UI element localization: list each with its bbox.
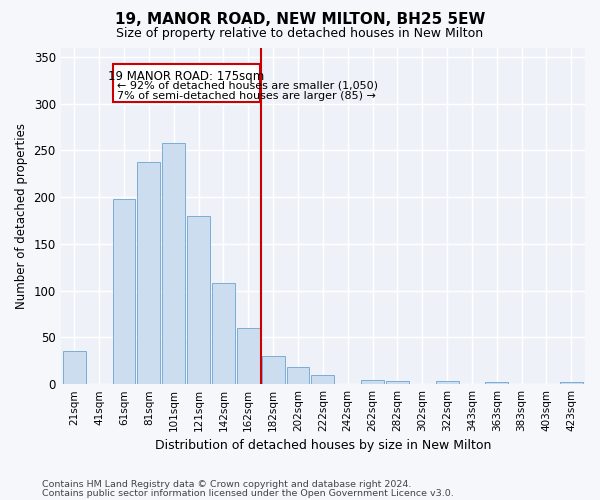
Text: Contains public sector information licensed under the Open Government Licence v3: Contains public sector information licen… — [42, 489, 454, 498]
Bar — [137, 162, 160, 384]
Bar — [63, 352, 86, 384]
Bar — [436, 382, 458, 384]
Bar — [212, 283, 235, 384]
Bar — [386, 382, 409, 384]
Text: 7% of semi-detached houses are larger (85) →: 7% of semi-detached houses are larger (8… — [116, 92, 376, 102]
Text: Contains HM Land Registry data © Crown copyright and database right 2024.: Contains HM Land Registry data © Crown c… — [42, 480, 412, 489]
Text: ← 92% of detached houses are smaller (1,050): ← 92% of detached houses are smaller (1,… — [116, 80, 377, 90]
Bar — [163, 143, 185, 384]
Bar — [262, 356, 284, 384]
Bar — [287, 368, 310, 384]
Bar — [113, 199, 136, 384]
Text: 19 MANOR ROAD: 175sqm: 19 MANOR ROAD: 175sqm — [109, 70, 265, 83]
Text: Size of property relative to detached houses in New Milton: Size of property relative to detached ho… — [116, 28, 484, 40]
Bar — [237, 328, 260, 384]
Bar — [361, 380, 384, 384]
Text: 19, MANOR ROAD, NEW MILTON, BH25 5EW: 19, MANOR ROAD, NEW MILTON, BH25 5EW — [115, 12, 485, 28]
Bar — [485, 382, 508, 384]
FancyBboxPatch shape — [113, 64, 260, 102]
Y-axis label: Number of detached properties: Number of detached properties — [15, 123, 28, 309]
Bar — [560, 382, 583, 384]
Bar — [311, 375, 334, 384]
Bar — [187, 216, 210, 384]
X-axis label: Distribution of detached houses by size in New Milton: Distribution of detached houses by size … — [155, 440, 491, 452]
